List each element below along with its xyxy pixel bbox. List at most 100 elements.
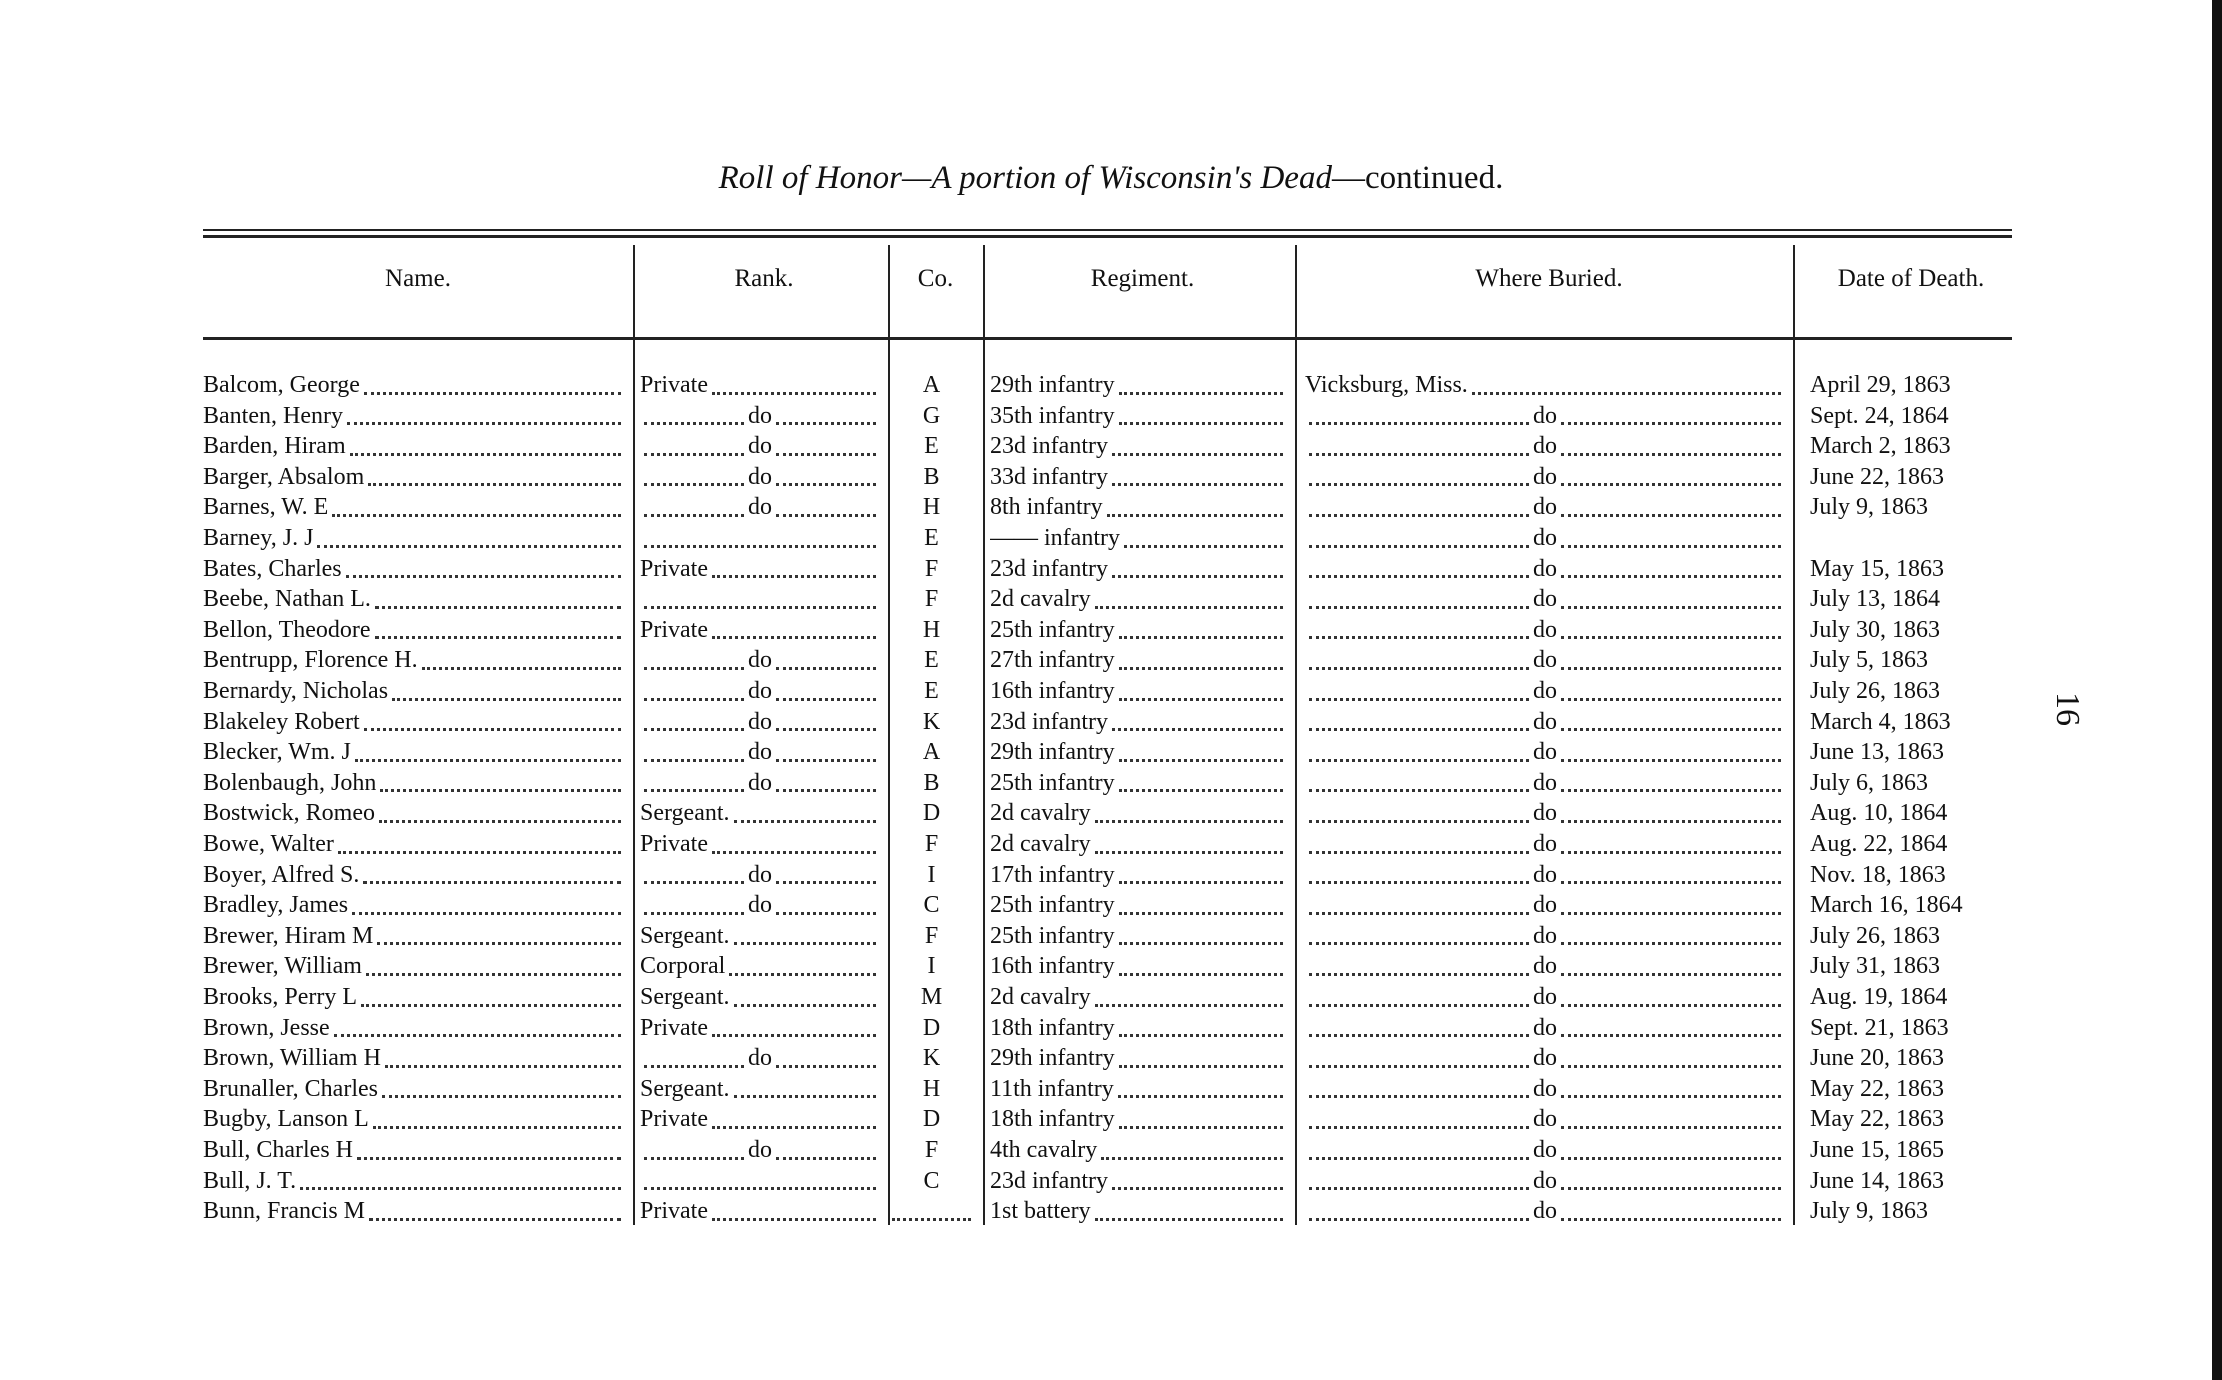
leader-dots bbox=[1309, 697, 1529, 701]
name-text: Bowe, Walter bbox=[203, 831, 334, 857]
table-cell bbox=[640, 523, 880, 553]
rank-text: do bbox=[748, 708, 772, 735]
table-cell: do bbox=[1305, 921, 1785, 951]
co-text: E bbox=[924, 647, 939, 674]
buried-text: do bbox=[1533, 586, 1557, 613]
leader-dots bbox=[1094, 850, 1283, 854]
table-cell: Barden, Hiram bbox=[203, 431, 625, 461]
table-cell: 29th infantry bbox=[990, 370, 1287, 400]
leader-dots bbox=[1561, 452, 1781, 456]
name-text: Bugby, Lanson L bbox=[203, 1106, 369, 1133]
leader-dots bbox=[1561, 1095, 1781, 1099]
name-text: Bernardy, Nicholas bbox=[203, 678, 389, 704]
leader-dots bbox=[644, 758, 744, 762]
leader-dots bbox=[1118, 422, 1283, 426]
table-cell: Bernardy, Nicholas bbox=[203, 676, 625, 706]
co-text: H bbox=[922, 616, 941, 643]
leader-dots bbox=[363, 881, 621, 885]
name-text: Brown, William H bbox=[203, 1045, 381, 1072]
buried-text: do bbox=[1533, 1014, 1557, 1041]
scan-edge bbox=[2212, 0, 2222, 1380]
leader-dots bbox=[776, 758, 876, 762]
table-cell bbox=[640, 584, 880, 614]
co-text: A bbox=[922, 739, 941, 766]
buried-text: do bbox=[1533, 433, 1557, 460]
table-cell: 23d infantry bbox=[990, 431, 1287, 461]
table-cell: Brewer, William bbox=[203, 951, 625, 981]
rank-text: do bbox=[748, 892, 772, 919]
rank-text: Private bbox=[640, 1014, 708, 1041]
leader-dots bbox=[1309, 636, 1529, 640]
table-cell: 29th infantry bbox=[990, 737, 1287, 767]
table-cell: July 9, 1863 bbox=[1810, 1196, 2004, 1226]
leader-dots bbox=[1561, 1156, 1781, 1160]
column-header: Regiment. bbox=[1090, 265, 1195, 292]
rank-text: do bbox=[748, 463, 772, 490]
regiment-text: 17th infantry bbox=[990, 861, 1115, 888]
leader-dots bbox=[1309, 666, 1529, 670]
leader-dots bbox=[1309, 544, 1529, 548]
leader-dots bbox=[776, 666, 876, 670]
table-cell: 25th infantry bbox=[990, 768, 1287, 798]
leader-dots bbox=[644, 605, 876, 609]
title-plain: —continued. bbox=[1331, 160, 1504, 196]
table-cell: do bbox=[640, 492, 880, 522]
table-cell: do bbox=[1305, 462, 1785, 492]
name-text: Brewer, Hiram M bbox=[203, 922, 374, 949]
table-cell: Bugby, Lanson L bbox=[203, 1104, 625, 1134]
table-cell: 25th infantry bbox=[990, 921, 1287, 951]
buried-text: do bbox=[1533, 739, 1557, 766]
leader-dots bbox=[1561, 758, 1781, 762]
name-text: Bentrupp, Florence H. bbox=[203, 647, 418, 674]
table-cell: May 22, 1863 bbox=[1810, 1104, 2004, 1134]
date-text: July 26, 1863 bbox=[1810, 678, 1941, 704]
table-cell bbox=[888, 1196, 975, 1226]
name-text: Bostwick, Romeo bbox=[203, 800, 375, 827]
table-cell: Sergeant. bbox=[640, 1074, 880, 1104]
leader-dots bbox=[776, 789, 876, 793]
table-cell: do bbox=[1305, 890, 1785, 920]
leader-dots bbox=[369, 1217, 621, 1221]
buried-text: do bbox=[1533, 861, 1557, 888]
table-cell: 11th infantry bbox=[990, 1074, 1287, 1104]
leader-dots bbox=[333, 1034, 621, 1038]
table-cell: Private bbox=[640, 554, 880, 584]
leader-dots bbox=[1111, 728, 1283, 732]
name-text: Brewer, William bbox=[203, 953, 362, 980]
regiment-text: 27th infantry bbox=[990, 647, 1115, 674]
co-text: H bbox=[922, 494, 941, 521]
date-text: June 14, 1863 bbox=[1810, 1167, 1944, 1194]
co-text: I bbox=[927, 953, 936, 980]
buried-text: do bbox=[1533, 678, 1557, 704]
table-cell: 33d infantry bbox=[990, 462, 1287, 492]
table-cell: Beebe, Nathan L. bbox=[203, 584, 625, 614]
table-cell: D bbox=[888, 1104, 975, 1134]
table-cell: do bbox=[1305, 431, 1785, 461]
buried-text: do bbox=[1533, 463, 1557, 490]
regiment-text: 29th infantry bbox=[990, 1045, 1115, 1072]
table-cell: 16th infantry bbox=[990, 951, 1287, 981]
leader-dots bbox=[644, 544, 876, 548]
leader-dots bbox=[1111, 452, 1283, 456]
table-cell: July 9, 1863 bbox=[1810, 492, 2004, 522]
date-text: Aug. 22, 1864 bbox=[1810, 831, 1948, 857]
date-text: July 26, 1863 bbox=[1810, 922, 1941, 949]
table-cell: F bbox=[888, 921, 975, 951]
co-text: M bbox=[920, 984, 943, 1010]
buried-text: do bbox=[1533, 616, 1557, 643]
regiment-text: 25th infantry bbox=[990, 616, 1115, 643]
date-text: July 9, 1863 bbox=[1810, 494, 1929, 521]
table-cell: June 20, 1863 bbox=[1810, 1043, 2004, 1073]
name-text: Bull, Charles H bbox=[203, 1137, 353, 1163]
table-cell: 8th infantry bbox=[990, 492, 1287, 522]
leader-dots bbox=[352, 911, 621, 915]
leader-dots bbox=[1309, 942, 1529, 946]
table-cell: Bowe, Walter bbox=[203, 829, 625, 859]
table-cell: G bbox=[888, 401, 975, 431]
buried-text: do bbox=[1533, 402, 1557, 429]
rank-text: Private bbox=[640, 555, 708, 582]
buried-text: do bbox=[1533, 1045, 1557, 1072]
leader-dots bbox=[345, 575, 621, 579]
date-text: July 31, 1863 bbox=[1810, 953, 1941, 980]
leader-dots bbox=[711, 1125, 876, 1129]
